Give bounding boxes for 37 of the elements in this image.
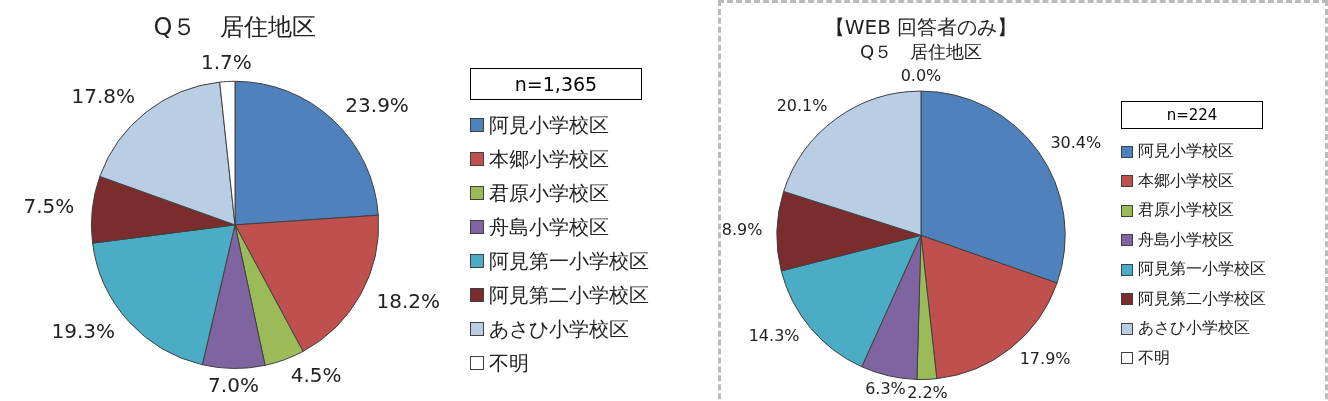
legend-label: 本郷小学校区: [1137, 170, 1234, 192]
text: n=1,365: [470, 68, 642, 100]
legend-label: 阿見小学校区: [489, 111, 609, 139]
legend-label: 阿見第一小学校区: [1137, 259, 1266, 281]
legend-label: 阿見小学校区: [1137, 141, 1234, 163]
data-label: 4.5%: [290, 362, 342, 387]
legend-label: 阿見第二小学校区: [1137, 288, 1266, 310]
data-label: 2.2%: [907, 382, 948, 401]
data-label: 19.3%: [51, 319, 116, 344]
legend-label: 阿見第一小学校区: [489, 247, 649, 275]
legend-label: あさひ小学校区: [1137, 318, 1250, 340]
data-label: 14.3%: [748, 326, 800, 346]
data-label: 1.7%: [200, 49, 252, 74]
text: n=224: [1121, 101, 1263, 129]
data-label: 17.8%: [71, 84, 136, 109]
text: 0.0%: [900, 65, 942, 85]
legend-label: 不明: [1137, 347, 1170, 369]
data-label: 7.0%: [208, 372, 259, 397]
legend-label: 君原小学校区: [1137, 200, 1234, 222]
legend-label: 君原小学校区: [489, 179, 609, 207]
chart-subtitle: Q５ 居住地区: [859, 41, 983, 63]
legend-label: 阿見第二小学校区: [489, 281, 649, 309]
data-label: 20.1%: [776, 96, 828, 116]
legend-label: 本郷小学校区: [489, 145, 609, 173]
data-label: 23.9%: [345, 93, 409, 118]
legend-label: 舟島小学校区: [489, 213, 609, 241]
data-label: 8.9%: [721, 219, 763, 239]
data-label: 30.4%: [1050, 132, 1102, 152]
data-label: 6.3%: [865, 379, 906, 399]
legend-label: あさひ小学校区: [489, 315, 629, 343]
data-label: 17.9%: [1019, 348, 1071, 368]
legend-label: 不明: [489, 349, 529, 377]
chart-title: Q５ 居住地区: [153, 12, 317, 41]
chart-title: 【WEB 回答者のみ】: [824, 15, 1018, 40]
legend-label: 舟島小学校区: [1137, 229, 1234, 251]
data-label: 18.2%: [376, 289, 440, 314]
data-label: 7.5%: [23, 193, 75, 218]
